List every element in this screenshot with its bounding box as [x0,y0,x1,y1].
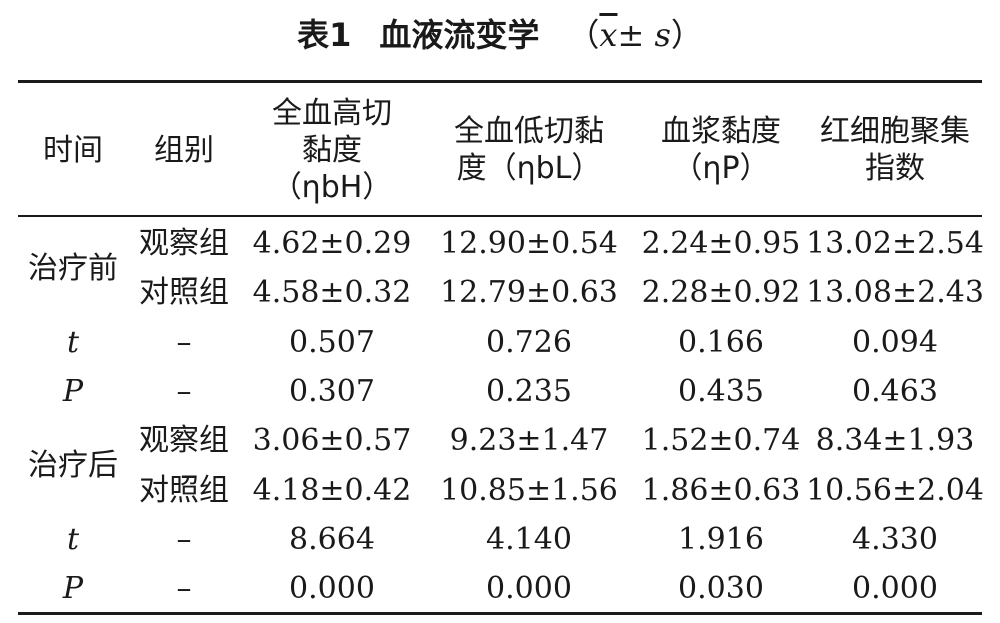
table-title: 血液流变学 [379,16,540,54]
table-cell: 4.62±0.29 [252,226,412,262]
table-cell: 1.52±0.74 [641,423,801,459]
stat-label: P [62,571,84,607]
table-cell: 0.000 [289,571,375,607]
table-cell: 13.08±2.43 [806,275,984,311]
period-label: 治疗前 [28,250,118,286]
table-cell: 4.140 [486,521,572,557]
table-cell: 0.235 [486,374,572,410]
group-dash: – [176,324,192,360]
table-cell: 2.24±0.95 [641,226,801,262]
table-cell: 10.85±1.56 [440,472,618,508]
table-cell: 0.726 [486,324,572,360]
table-cell: 1.86±0.63 [641,472,801,508]
table-cell: 1.916 [678,521,764,557]
group-label: 对照组 [139,275,229,311]
table-number: 表1 [297,16,352,54]
header-whole-blood-low-shear: 全血低切黏 度（ηbL） [454,114,604,186]
table-cell: 9.23±1.47 [449,423,609,459]
table-cell: 12.79±0.63 [440,275,618,311]
table-cell: 0.507 [289,324,375,360]
table-cell: 0.030 [678,571,764,607]
group-label: 观察组 [139,226,229,262]
table-cell: 8.664 [289,521,375,557]
table-cell: 4.58±0.32 [252,275,412,311]
table-cell: 4.330 [852,521,938,557]
table-cell: 10.56±2.04 [806,472,984,508]
table-bottom-rule [18,612,982,615]
header-plasma-viscosity: 血浆黏度 （ηP） [661,114,781,186]
table-cell: 12.90±0.54 [440,226,618,262]
stat-label: P [62,374,84,410]
group-label: 对照组 [139,472,229,508]
table-top-rule [18,80,982,83]
table-cell: 0.000 [486,571,572,607]
header-time: 时间 [43,132,103,168]
group-label: 观察组 [139,423,229,459]
table-cell: 0.094 [852,324,938,360]
header-rbc-aggregation-index: 红细胞聚集 指数 [820,114,970,186]
group-dash: – [176,571,192,607]
stat-label: t [66,324,80,360]
stat-notation: （x± s） [567,16,703,54]
table-cell: 8.34±1.93 [815,423,975,459]
table-cell: 0.307 [289,374,375,410]
header-whole-blood-high-shear: 全血高切 黏度 （ηbH） [271,95,393,205]
table-cell: 13.02±2.54 [806,226,984,262]
table-cell: 0.000 [852,571,938,607]
group-dash: – [176,521,192,557]
table-caption: 表1 血液流变学 （x± s） [0,10,1000,60]
group-dash: – [176,374,192,410]
table-header-rule [18,215,982,217]
table-cell: 0.166 [678,324,764,360]
table-cell: 0.435 [678,374,764,410]
table-cell: 0.463 [852,374,938,410]
header-group: 组别 [154,132,214,168]
stat-label: t [66,521,80,557]
period-label: 治疗后 [28,447,118,483]
table-cell: 2.28±0.92 [641,275,801,311]
table-cell: 3.06±0.57 [252,423,412,459]
table-cell: 4.18±0.42 [252,472,412,508]
